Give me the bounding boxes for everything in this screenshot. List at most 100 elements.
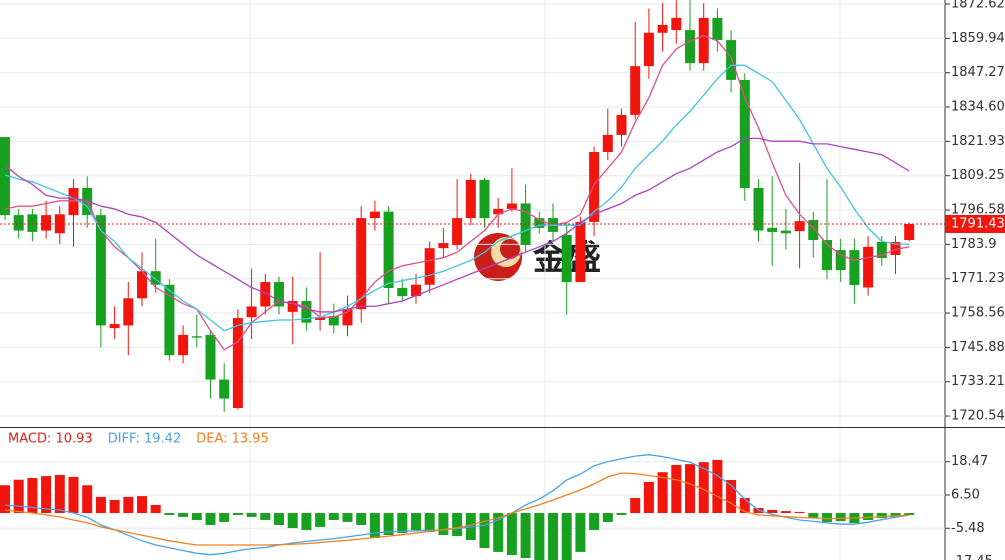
- candle-body: [41, 215, 52, 231]
- candle-body: [753, 188, 764, 231]
- candle-body: [123, 298, 134, 326]
- candle-body: [904, 223, 915, 241]
- candle-body: [274, 282, 284, 307]
- macd-bar: [13, 479, 24, 514]
- current-price-box: [945, 214, 1005, 233]
- macd-bar: [109, 499, 120, 514]
- candle-body: [369, 211, 380, 219]
- macd-bar: [150, 504, 161, 514]
- macd-bar: [534, 513, 545, 560]
- candle-body: [13, 215, 24, 231]
- macd-bar: [904, 513, 915, 515]
- candle-body: [630, 66, 641, 115]
- candle-body: [616, 114, 627, 135]
- macd-bar: [698, 462, 709, 514]
- candle-body: [205, 334, 216, 380]
- macd-bar: [328, 513, 339, 520]
- macd-bar: [685, 464, 695, 514]
- y-tick-label: 1745.88: [951, 340, 1005, 355]
- candle-body: [602, 134, 613, 152]
- macd-bar: [616, 513, 627, 515]
- macd-bar: [739, 498, 750, 514]
- candle-body: [68, 188, 79, 216]
- macd-bar: [561, 513, 572, 560]
- macd-bar: [383, 513, 394, 535]
- indicator-line: [4, 137, 910, 313]
- candle-body: [726, 40, 737, 80]
- legend: MACD: 10.93 DIFF: 19.42 DEA: 13.95: [8, 432, 269, 447]
- candle-body: [424, 248, 435, 285]
- macd-bar: [137, 496, 147, 514]
- candle-body: [301, 301, 312, 323]
- macd-bar: [438, 513, 449, 535]
- candle-body: [835, 250, 846, 271]
- legend-item: DIFF: 19.42: [108, 432, 182, 447]
- macd-bar: [822, 513, 832, 522]
- candle-body: [342, 309, 353, 326]
- macd-bar: [369, 513, 380, 539]
- macd-bar: [506, 513, 517, 555]
- candle-body: [109, 324, 120, 329]
- candle-body: [164, 284, 175, 356]
- candle-body: [822, 240, 832, 271]
- indicator-line: [4, 454, 910, 556]
- macd-bar: [479, 513, 490, 549]
- current-price-label: 1791.43: [951, 216, 1005, 231]
- macd-bar: [863, 513, 874, 520]
- macd-bar: [767, 509, 778, 514]
- macd-bar: [548, 513, 558, 560]
- macd-bar: [876, 513, 887, 519]
- macd-bar: [178, 513, 189, 517]
- macd-bar: [602, 513, 613, 522]
- macd-bar: [27, 478, 38, 514]
- indicator-line: [4, 34, 910, 351]
- y-tick-label: 1821.93: [951, 134, 1005, 149]
- y-tick-label: 1847.27: [951, 65, 1005, 80]
- y-tick-label: 1834.60: [951, 100, 1005, 115]
- macd-bar: [726, 479, 737, 514]
- macd-bar: [835, 513, 846, 522]
- macd-bar: [493, 513, 504, 552]
- candle-body: [452, 218, 463, 245]
- candle-body: [739, 79, 750, 189]
- candle-body: [383, 211, 394, 289]
- candle-body: [589, 151, 600, 222]
- macd-bar: [589, 513, 600, 530]
- y-tick-label: -5.48: [951, 521, 985, 536]
- candle-body: [657, 24, 668, 33]
- candle-body: [493, 208, 504, 215]
- candle-body: [232, 318, 243, 409]
- macd-bar: [452, 513, 463, 537]
- macd-bar: [520, 513, 531, 559]
- macd-bar: [68, 476, 79, 514]
- macd-bar: [575, 513, 586, 552]
- macd-bar: [794, 511, 805, 514]
- y-tick-label: 1796.58: [951, 203, 1005, 218]
- macd-bar: [780, 511, 791, 514]
- macd-bar: [356, 513, 367, 525]
- indicator-line: [4, 64, 910, 332]
- legend-item: DEA: 13.95: [196, 432, 269, 447]
- macd-bar: [890, 513, 901, 517]
- candle-body: [685, 30, 695, 64]
- candle-body: [397, 288, 408, 297]
- macd-bar: [411, 513, 421, 530]
- macd-bar: [630, 498, 641, 514]
- candle-body: [863, 246, 874, 288]
- y-tick-label: 1733.21: [951, 374, 1005, 389]
- candle-body: [767, 227, 778, 232]
- macd-bar: [808, 513, 819, 519]
- y-tick-label: 18.47: [951, 454, 988, 469]
- macd-bar: [274, 513, 284, 525]
- candle-body: [465, 179, 476, 219]
- macd-bar: [232, 513, 243, 515]
- y-tick-label: -17.45: [951, 554, 993, 560]
- macd-bar: [191, 513, 202, 520]
- candle-body: [561, 234, 572, 283]
- macd-bar: [657, 472, 668, 514]
- candle-body: [438, 243, 449, 249]
- candle-body: [356, 218, 367, 310]
- y-tick-label: 1783.9: [951, 237, 997, 252]
- candle-body: [698, 17, 709, 64]
